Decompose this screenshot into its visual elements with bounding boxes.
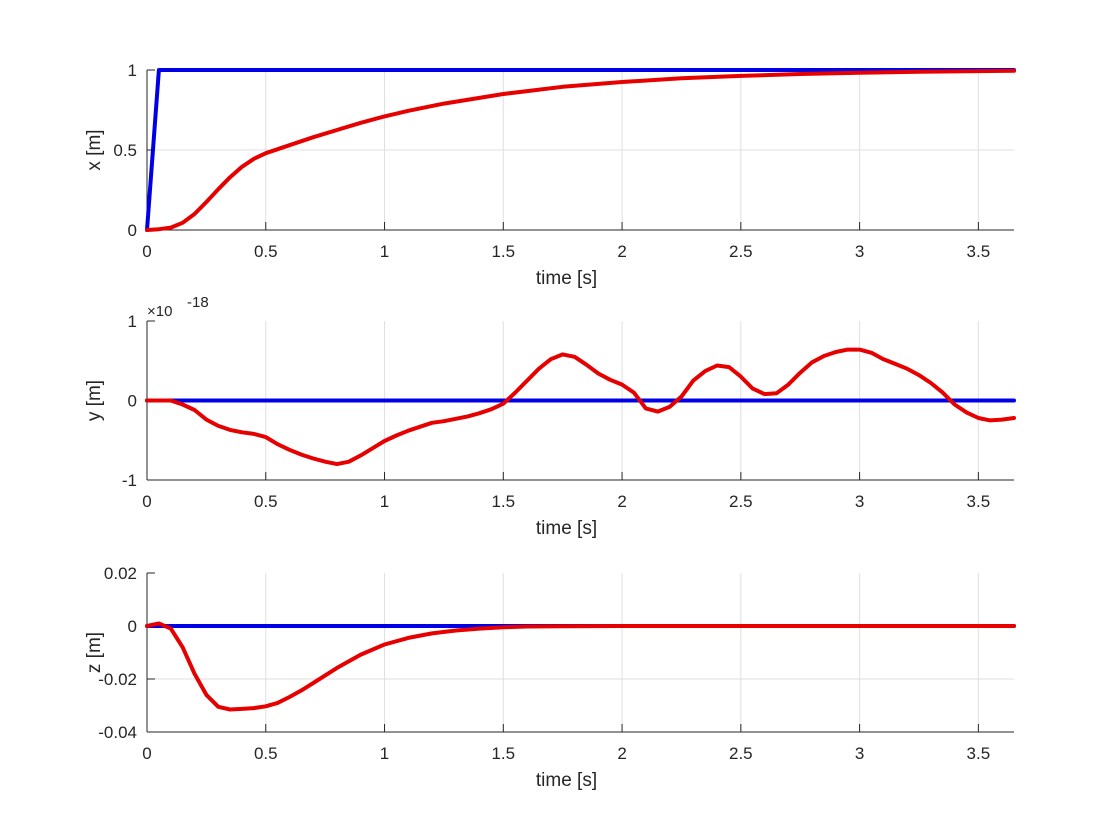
series-line-2 <box>145 347 1016 467</box>
x-tick-label: 1 <box>380 492 389 511</box>
x-tick-label: 2.5 <box>729 242 753 261</box>
x-tick-label: 2 <box>617 744 626 763</box>
x-tick-label: 3 <box>855 242 864 261</box>
y-tick-label: 1 <box>128 312 137 331</box>
x-tick-label: 0.5 <box>254 242 278 261</box>
x-tick-label: 2.5 <box>729 744 753 763</box>
y-tick-label: -1 <box>122 471 137 490</box>
x-axis-label: time [s] <box>536 268 597 289</box>
x-axis-label: time [s] <box>536 518 597 539</box>
x-tick-label: 2 <box>617 492 626 511</box>
x-tick-label: 0.5 <box>254 492 278 511</box>
y-tick-label: 0 <box>128 221 137 240</box>
y-exponent-label: ×10 <box>147 303 172 320</box>
y-tick-label: -0.02 <box>98 670 137 689</box>
y-exponent-power: -18 <box>187 294 209 311</box>
y-tick-label: -0.04 <box>98 723 137 742</box>
y-tick-label: 0.5 <box>113 141 137 160</box>
x-tick-label: 3 <box>855 492 864 511</box>
x-tick-label: 3.5 <box>967 744 991 763</box>
y-tick-label: 1 <box>128 61 137 80</box>
x-tick-label: 1 <box>380 242 389 261</box>
subplot-3: 0 0.5 1 1.5 2 2.5 3 3.5 -0.04 -0.02 0 0.02 time [s] z… <box>84 564 1016 791</box>
y-axis-label: y [m] <box>84 380 105 421</box>
x-tick-label: 0 <box>142 744 151 763</box>
y-tick-label: 0.02 <box>104 564 137 583</box>
series-line-2 <box>145 621 1016 712</box>
x-tick-label: 0 <box>142 242 151 261</box>
y-axis-label: x [m] <box>84 129 105 170</box>
x-tick-label: 3 <box>855 744 864 763</box>
x-axis-label: time [s] <box>536 770 597 791</box>
x-tick-label: 0.5 <box>254 744 278 763</box>
subplot-1: 0 0.5 1 1.5 2 2.5 3 3.5 0 0.5 1 time [s] x [m] <box>84 61 1016 289</box>
series-line-1 <box>145 68 1016 232</box>
y-tick-label: 0 <box>128 617 137 636</box>
x-tick-label: 1.5 <box>491 492 515 511</box>
x-tick-label: 2 <box>617 242 626 261</box>
subplot-2: 0 0.5 1 1.5 2 2.5 3 3.5 -1 0 1 time [s] y [m] ×10 -18 <box>84 294 1016 539</box>
x-tick-label: 3.5 <box>967 492 991 511</box>
x-tick-label: 3.5 <box>967 242 991 261</box>
x-tick-label: 1 <box>380 744 389 763</box>
x-tick-label: 2.5 <box>729 492 753 511</box>
x-tick-label: 0 <box>142 492 151 511</box>
y-tick-label: 0 <box>128 392 137 411</box>
x-tick-label: 1.5 <box>491 744 515 763</box>
x-tick-label: 1.5 <box>491 242 515 261</box>
y-axis-label: z [m] <box>84 632 105 673</box>
series-line-2 <box>145 68 1016 232</box>
